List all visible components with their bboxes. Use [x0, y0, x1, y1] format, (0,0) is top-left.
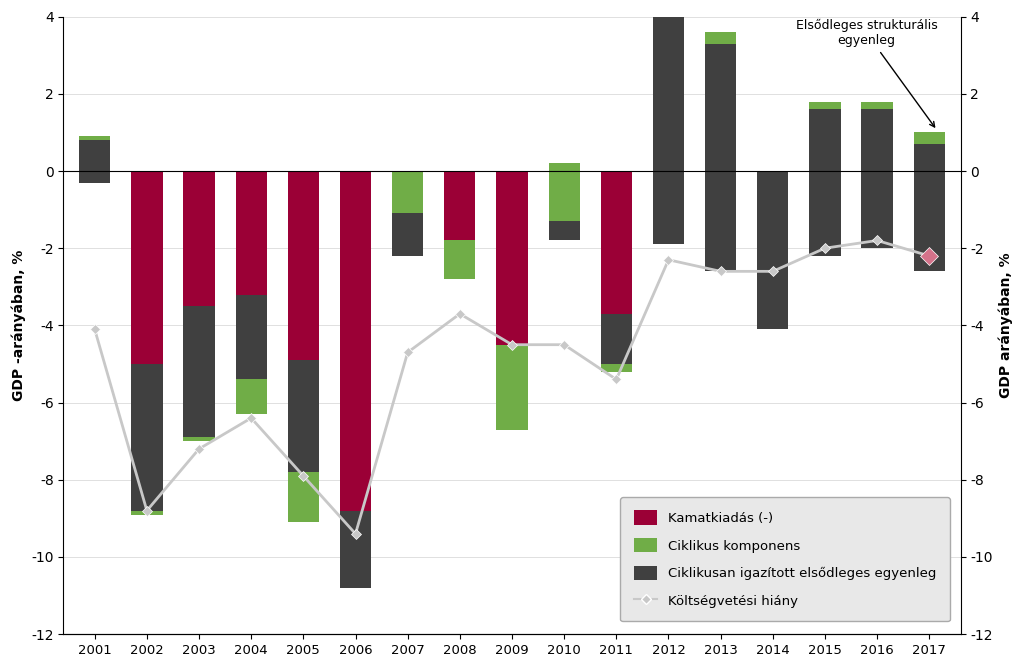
Bar [757, 171, 788, 329]
Bar [497, 171, 527, 422]
Bar [809, 171, 841, 256]
Bar [444, 240, 475, 279]
Bar [861, 171, 893, 248]
Bar [861, 102, 893, 110]
Bar [601, 364, 632, 371]
Bar [392, 171, 423, 214]
Bar [392, 171, 423, 256]
Legend: Kamatkiadás (-), Ciklikus komponens, Ciklikusan igazított elsődleges egyenleg, K: Kamatkiadás (-), Ciklikus komponens, Cik… [621, 497, 949, 621]
Bar [653, 0, 684, 17]
Bar [913, 171, 945, 271]
Bar [340, 171, 371, 588]
Bar [549, 163, 580, 221]
Bar [183, 438, 215, 441]
Bar [549, 171, 580, 240]
Bar [601, 171, 632, 314]
Bar [79, 140, 111, 182]
Bar [653, 171, 684, 244]
Bar [601, 314, 632, 371]
Bar [497, 422, 527, 430]
Bar [288, 360, 319, 522]
Bar [79, 171, 111, 182]
Bar [653, 17, 684, 244]
Bar [757, 171, 788, 329]
Bar [809, 110, 841, 256]
Bar [444, 171, 475, 260]
Bar [913, 132, 945, 144]
Bar [236, 379, 267, 414]
Bar [497, 345, 527, 430]
Bar [79, 136, 111, 140]
Bar [705, 32, 736, 43]
Bar [444, 260, 475, 279]
Bar [236, 171, 267, 295]
Bar [131, 364, 163, 514]
Bar [913, 144, 945, 271]
Bar [392, 214, 423, 256]
Bar [288, 171, 319, 360]
Bar [183, 306, 215, 441]
Text: Elsődleges strukturális
egyenleg: Elsődleges strukturális egyenleg [796, 19, 938, 127]
Bar [236, 295, 267, 414]
Bar [131, 510, 163, 514]
Y-axis label: GDP -arányában, %: GDP -arányában, % [11, 250, 26, 401]
Bar [340, 510, 371, 588]
Bar [131, 171, 163, 364]
Bar [183, 171, 215, 306]
Bar [288, 472, 319, 522]
Bar [705, 171, 736, 271]
Bar [861, 110, 893, 248]
Bar [705, 43, 736, 271]
Bar [549, 221, 580, 240]
Bar [809, 102, 841, 110]
Y-axis label: GDP arányában, %: GDP arányában, % [998, 253, 1013, 398]
